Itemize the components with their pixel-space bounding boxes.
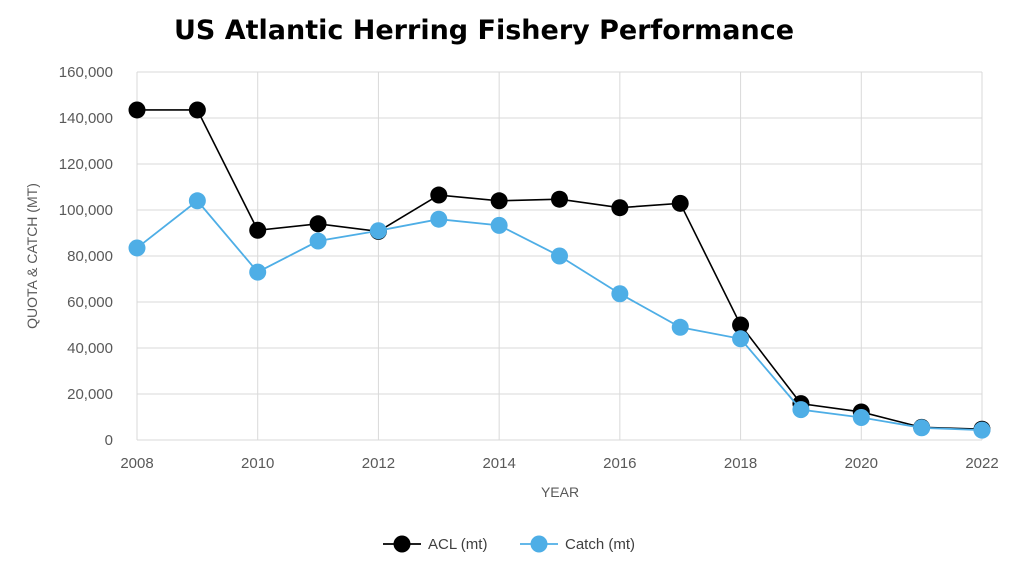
legend-marker (530, 535, 548, 553)
x-tick-label: 2020 (845, 455, 878, 472)
legend-marker (393, 535, 411, 553)
x-tick-label: 2022 (965, 455, 998, 472)
x-axis-ticks: 2008 2010 2012 2014 2016 2018 2020 2022 (120, 455, 998, 472)
x-tick-label: 2008 (120, 455, 153, 472)
data-point (369, 222, 387, 240)
data-point (732, 316, 750, 334)
data-point (732, 330, 750, 348)
data-point (188, 192, 206, 210)
chart-title: US Atlantic Herring Fishery Performance (174, 15, 794, 46)
data-point (309, 232, 327, 250)
x-tick-label: 2018 (724, 455, 757, 472)
data-point (490, 216, 508, 234)
data-point (551, 247, 568, 265)
data-point (430, 186, 448, 204)
y-tick-label: 60,000 (67, 294, 113, 311)
data-point (792, 401, 810, 419)
data-point (671, 318, 689, 336)
data-point (309, 215, 327, 233)
data-point (188, 101, 206, 119)
y-tick-label: 0 (105, 432, 113, 449)
data-point (973, 421, 991, 439)
y-tick-label: 160,000 (59, 64, 113, 81)
y-tick-label: 20,000 (67, 386, 113, 403)
series (128, 101, 991, 439)
y-tick-label: 40,000 (67, 340, 113, 357)
data-point (430, 210, 448, 228)
x-tick-label: 2016 (603, 455, 636, 472)
legend-item: ACL (mt) (383, 535, 487, 553)
data-point (852, 408, 870, 426)
data-point (490, 192, 508, 210)
x-axis-title: YEAR (541, 484, 579, 500)
series-catch (128, 192, 991, 439)
data-point (249, 221, 267, 239)
legend-label: Catch (mt) (565, 536, 635, 553)
data-point (671, 194, 689, 212)
y-tick-label: 140,000 (59, 110, 113, 127)
y-tick-label: 100,000 (59, 202, 113, 219)
data-point (128, 101, 146, 119)
y-axis-title: QUOTA & CATCH (MT) (24, 183, 40, 329)
data-point (249, 263, 267, 281)
x-tick-label: 2014 (482, 455, 515, 472)
y-axis-ticks: 0 20,000 40,000 60,000 80,000 100,000 120,000 1… (59, 64, 113, 449)
y-tick-label: 120,000 (59, 156, 113, 173)
data-point (611, 285, 629, 303)
data-point (611, 199, 629, 217)
data-point (913, 419, 931, 437)
y-tick-label: 80,000 (67, 248, 113, 265)
legend: ACL (mt) Catch (mt) (383, 535, 635, 553)
legend-label: ACL (mt) (428, 536, 487, 553)
x-tick-label: 2012 (362, 455, 395, 472)
data-point (128, 239, 146, 257)
legend-item: Catch (mt) (520, 535, 635, 553)
x-tick-label: 2010 (241, 455, 274, 472)
data-point (551, 190, 568, 208)
